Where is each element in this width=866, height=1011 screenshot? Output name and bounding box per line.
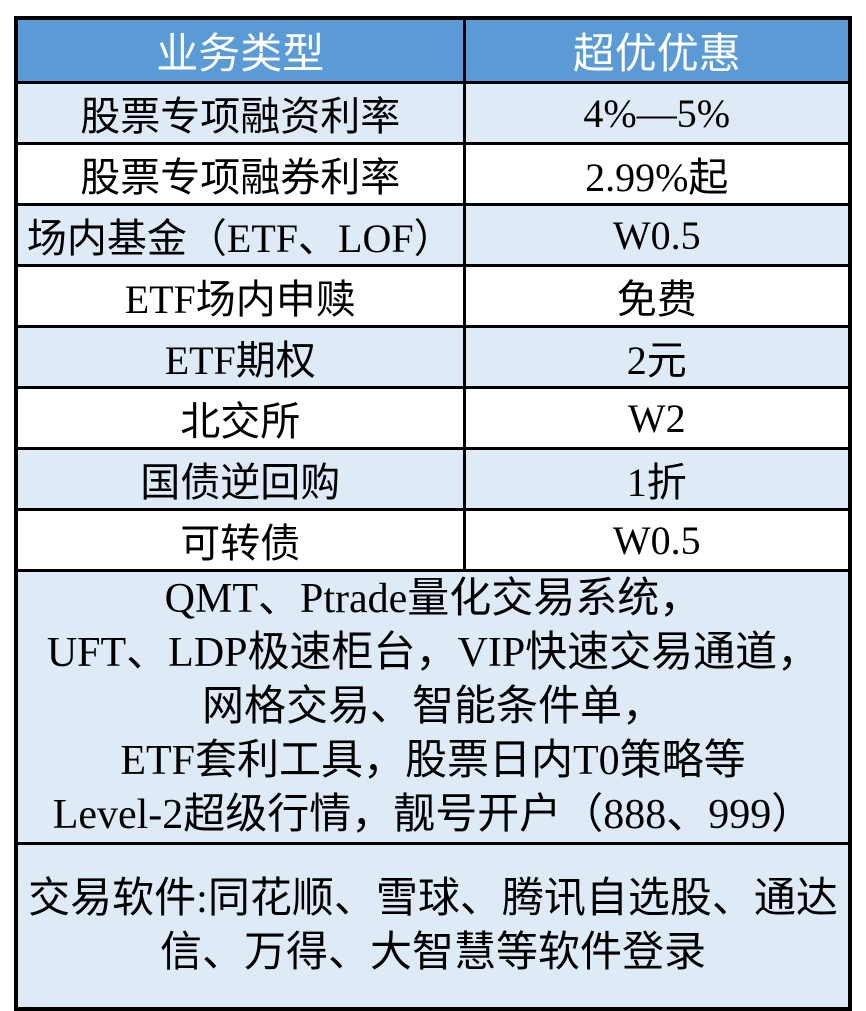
software-cell: 交易软件:同花顺、雪球、腾讯自选股、通达 信、万得、大智慧等软件登录 (14, 842, 852, 1011)
offer-cell: W0.5 (462, 508, 852, 572)
features-row: QMT、Ptrade量化交易系统， UFT、LDP极速柜台，VIP快速交易通道，… (14, 569, 852, 845)
offer-cell: 1折 (462, 447, 852, 511)
offer-cell: W2 (462, 386, 852, 450)
features-line: 网格交易、智能条件单， (201, 684, 664, 730)
business-type-cell: 股票专项融券利率 (14, 142, 466, 206)
features-line: QMT、Ptrade量化交易系统， (164, 576, 702, 622)
features-line: ETF套利工具，股票日内T0策略等 (120, 738, 746, 784)
table-row: 国债逆回购 1折 (14, 447, 852, 511)
fee-table: 业务类型 超优优惠 股票专项融资利率 4%—5% 股票专项融券利率 2.99%起… (14, 16, 852, 1011)
offer-cell: 2.99%起 (462, 142, 852, 206)
table-row: 场内基金（ETF、LOF） W0.5 (14, 203, 852, 267)
offer-cell: 2元 (462, 325, 852, 389)
features-line: UFT、LDP极速柜台，VIP快速交易通道， (46, 630, 820, 676)
table-row: 股票专项融券利率 2.99%起 (14, 142, 852, 206)
business-type-cell: 股票专项融资利率 (14, 81, 466, 145)
business-type-cell: 北交所 (14, 386, 466, 450)
business-type-cell: 国债逆回购 (14, 447, 466, 511)
business-type-cell: ETF场内申赎 (14, 264, 466, 328)
software-row: 交易软件:同花顺、雪球、腾讯自选股、通达 信、万得、大智慧等软件登录 (14, 842, 852, 1011)
table-row: 北交所 W2 (14, 386, 852, 450)
business-type-cell: 场内基金（ETF、LOF） (14, 203, 466, 267)
features-cell: QMT、Ptrade量化交易系统， UFT、LDP极速柜台，VIP快速交易通道，… (14, 569, 852, 845)
business-type-cell: 可转债 (14, 508, 466, 572)
offer-cell: W0.5 (462, 203, 852, 267)
header-business-type: 业务类型 (14, 16, 466, 84)
table-row: ETF期权 2元 (14, 325, 852, 389)
table-row: ETF场内申赎 免费 (14, 264, 852, 328)
software-line: 信、万得、大智慧等软件登录 (159, 930, 706, 976)
table-row: 股票专项融资利率 4%—5% (14, 81, 852, 145)
promo-fee-table-page: 业务类型 超优优惠 股票专项融资利率 4%—5% 股票专项融券利率 2.99%起… (14, 16, 852, 1011)
software-line: 交易软件:同花顺、雪球、腾讯自选股、通达 (28, 876, 838, 922)
offer-cell: 4%—5% (462, 81, 852, 145)
features-line: Level-2超级行情，靓号开户（888、999） (52, 792, 814, 838)
table-row: 可转债 W0.5 (14, 508, 852, 572)
header-row: 业务类型 超优优惠 (14, 16, 852, 84)
offer-cell: 免费 (462, 264, 852, 328)
business-type-cell: ETF期权 (14, 325, 466, 389)
header-discount: 超优优惠 (462, 16, 852, 84)
